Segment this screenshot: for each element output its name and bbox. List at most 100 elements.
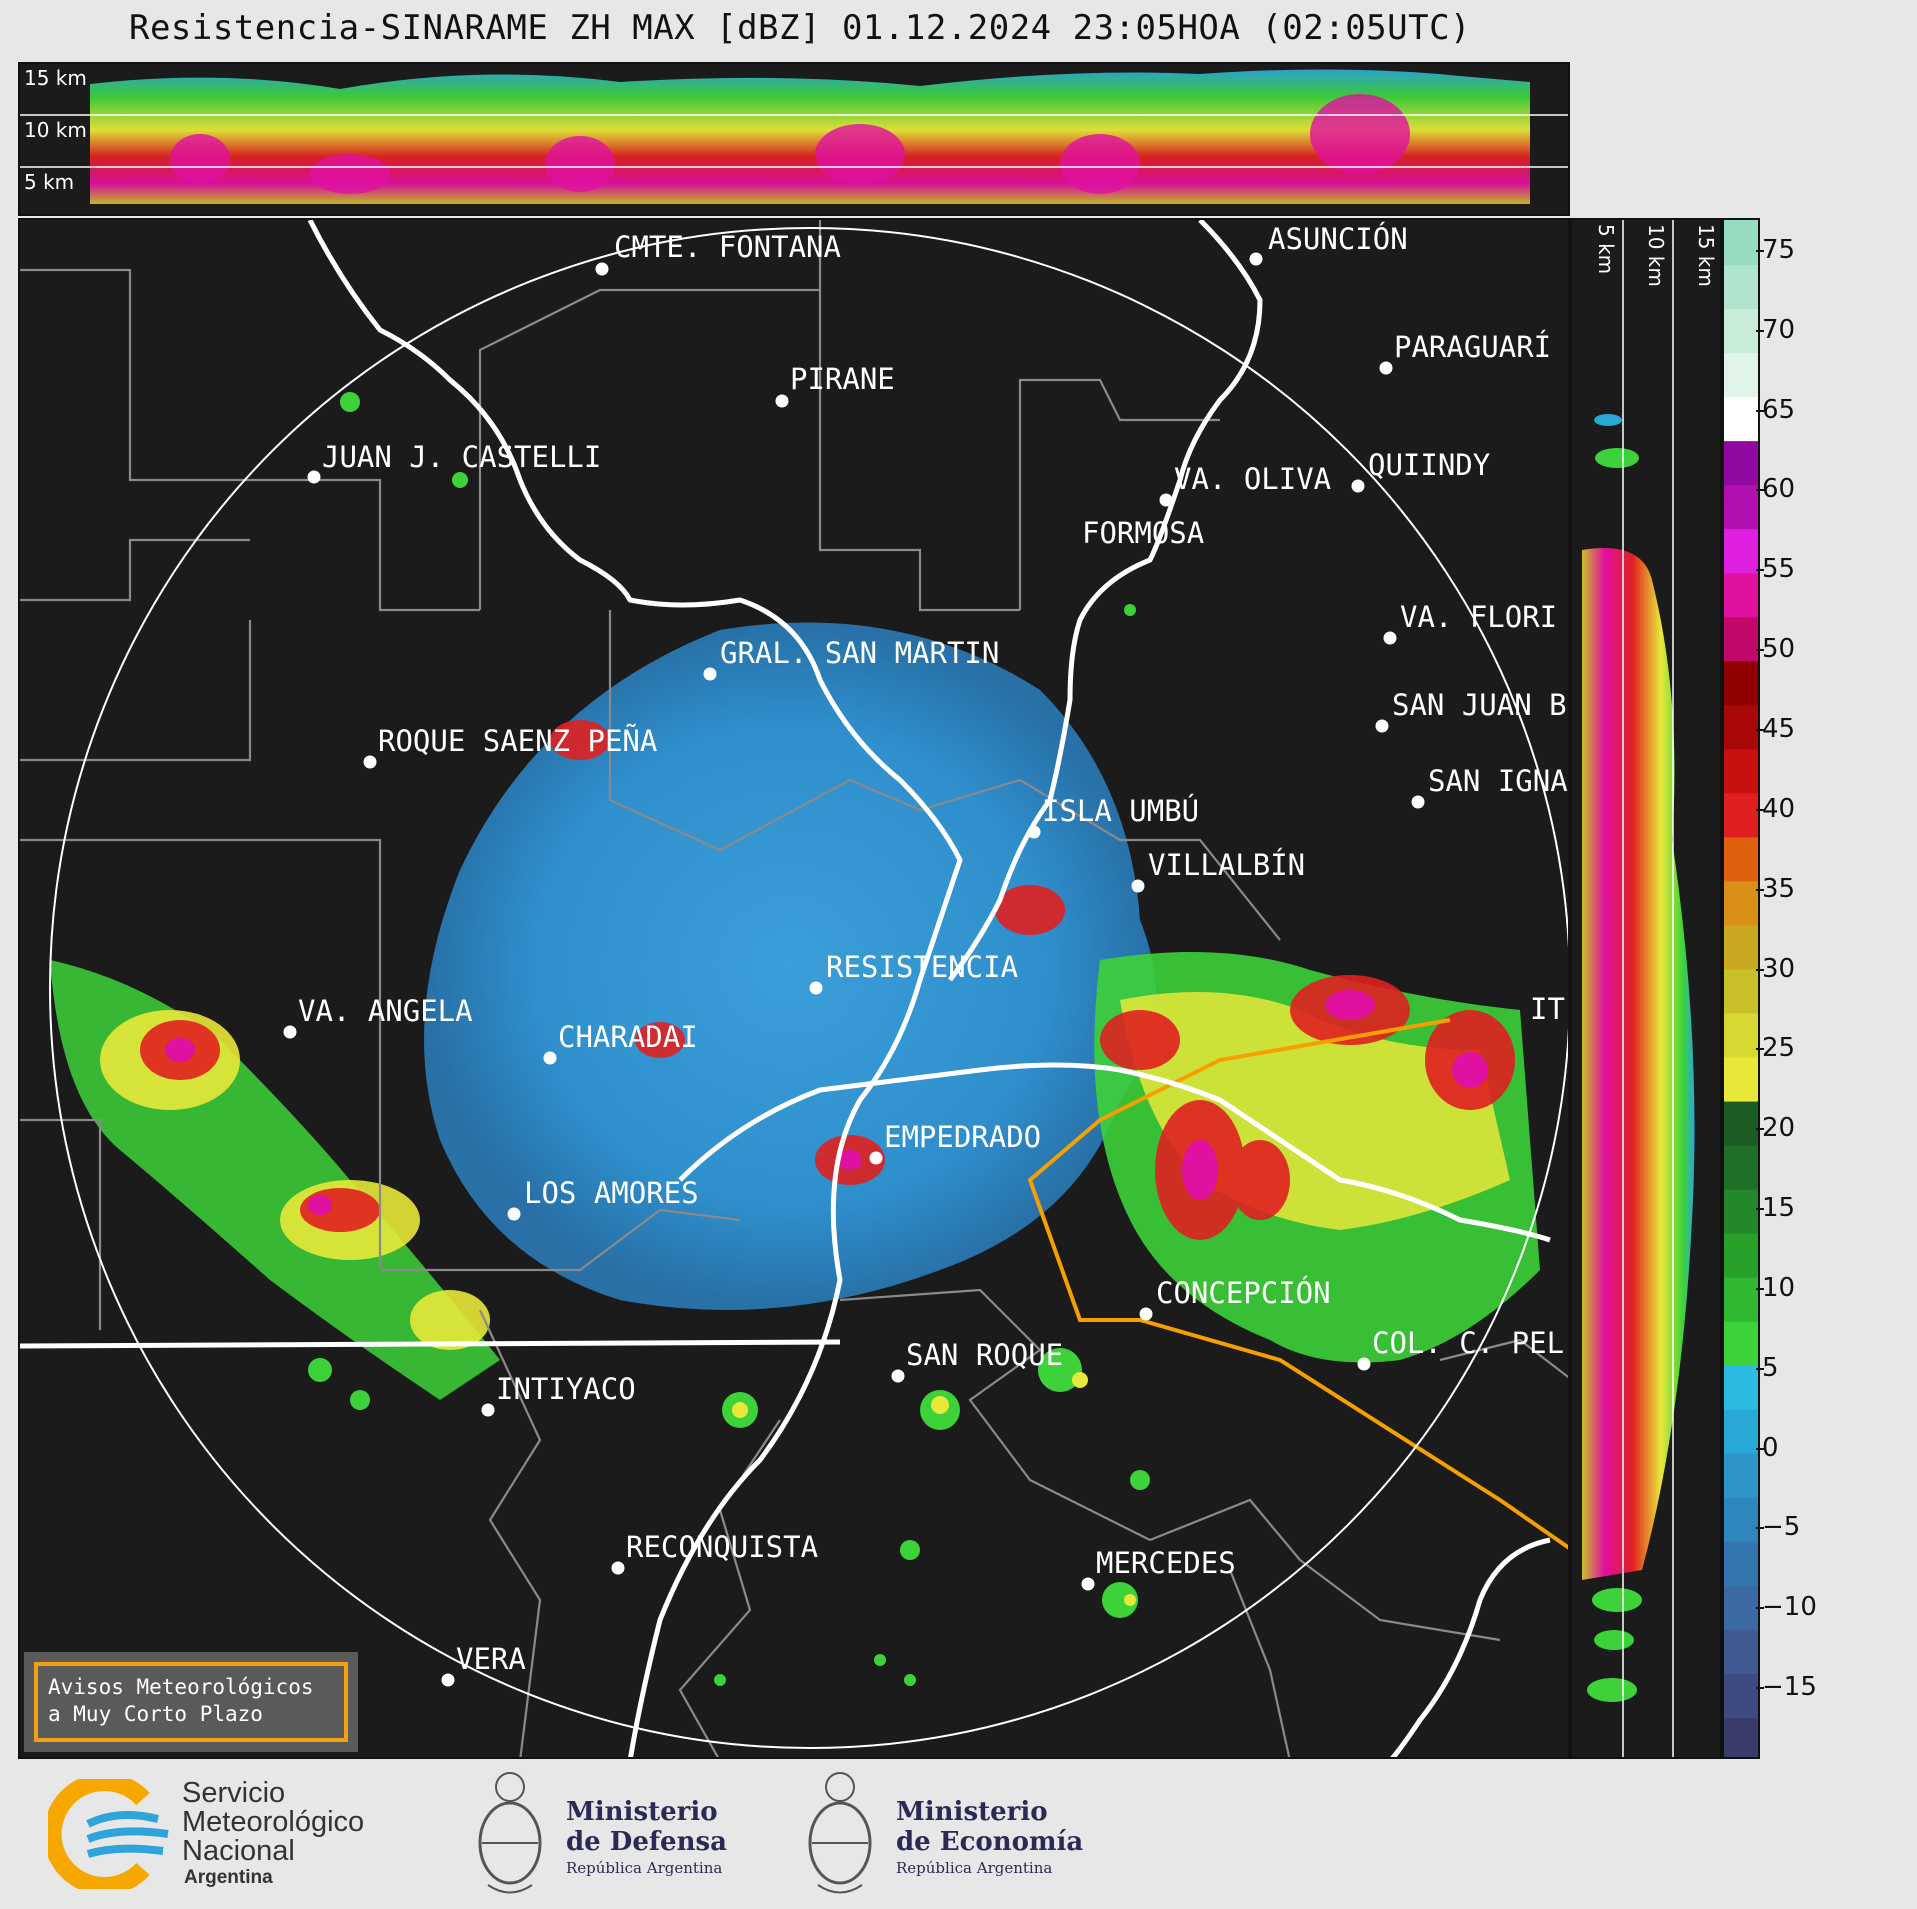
coat-of-arms-icon bbox=[478, 1772, 542, 1894]
colorbar-step bbox=[1724, 1540, 1758, 1586]
city-label-pirane: PIRANE bbox=[790, 362, 895, 396]
colorbar-step bbox=[1724, 220, 1758, 266]
colorbar-tick-label: −10 bbox=[1756, 1592, 1817, 1623]
colorbar-tick-label: 30 bbox=[1755, 953, 1796, 984]
parana-paraguay-river bbox=[307, 220, 963, 1757]
colorbar-tick-label: 60 bbox=[1755, 474, 1796, 505]
city-label-isla-umbu: ISLA UMBÚ bbox=[1042, 794, 1200, 828]
city-label-quiindy: QUIINDY bbox=[1368, 448, 1491, 482]
colorbar-tick-label: 10 bbox=[1755, 1272, 1796, 1303]
colorbar-step bbox=[1724, 1276, 1758, 1322]
colorbar-tick-label: 5 bbox=[1756, 1352, 1779, 1383]
top-cross-section-graphic bbox=[20, 69, 1568, 204]
city-label-gral-san-martin: GRAL. SAN MARTIN bbox=[720, 636, 1000, 670]
city-dot bbox=[481, 1403, 495, 1417]
colorbar-step bbox=[1724, 1364, 1758, 1410]
city-dot bbox=[1131, 879, 1145, 893]
city-label-va-angela: VA. ANGELA bbox=[298, 994, 473, 1028]
city-dot bbox=[507, 1207, 521, 1221]
colorbar-step bbox=[1724, 792, 1758, 838]
city-dot bbox=[1379, 361, 1393, 375]
city-dot bbox=[1139, 1307, 1153, 1321]
colorbar-step bbox=[1724, 1716, 1758, 1757]
colorbar-tick-label: 50 bbox=[1755, 634, 1796, 665]
colorbar-step bbox=[1724, 1188, 1758, 1234]
city-label-cmte-fontana: CMTE. FONTANA bbox=[614, 230, 841, 264]
city-label-empedrado: EMPEDRADO bbox=[884, 1120, 1042, 1154]
colorbar-step bbox=[1724, 1628, 1758, 1674]
city-label-va-flori: VA. FLORI bbox=[1400, 600, 1558, 634]
avisos-line-2: a Muy Corto Plazo bbox=[48, 1702, 263, 1726]
colorbar-step bbox=[1724, 704, 1758, 750]
smn-line-2: Meteorológico bbox=[182, 1806, 365, 1838]
colorbar-step bbox=[1724, 748, 1758, 794]
city-label-roque-saenz-pena: ROQUE SAENZ PEÑA bbox=[378, 724, 658, 758]
city-label-concepcion: CONCEPCIÓN bbox=[1156, 1276, 1331, 1310]
city-dot bbox=[595, 262, 609, 276]
city-label-va-oliva: VA. OLIVA bbox=[1174, 462, 1332, 496]
city-dot bbox=[543, 1051, 557, 1065]
city-dot bbox=[1027, 825, 1041, 839]
colorbar-step bbox=[1724, 440, 1758, 486]
colorbar-tick-label: 25 bbox=[1755, 1033, 1796, 1064]
colorbar-step bbox=[1724, 1452, 1758, 1498]
colorbar-tick-label: −15 bbox=[1756, 1672, 1817, 1703]
colorbar-step bbox=[1724, 1100, 1758, 1146]
avisos-line-1: Avisos Meteorológicos bbox=[48, 1675, 314, 1699]
right-cross-section-graphic bbox=[1582, 220, 1695, 1757]
colorbar-step bbox=[1724, 968, 1758, 1014]
colorbar-step bbox=[1724, 1232, 1758, 1278]
city-dot bbox=[891, 1369, 905, 1383]
city-label-san-igna: SAN IGNA bbox=[1428, 764, 1568, 798]
colorbar-step bbox=[1724, 1012, 1758, 1058]
city-dot bbox=[307, 470, 321, 484]
city-label-formosa: FORMOSA bbox=[1082, 516, 1205, 550]
right-cross-section: 5 km 10 km 15 km bbox=[1570, 218, 1722, 1759]
smn-line-3: Nacional bbox=[182, 1835, 295, 1867]
colorbar-step bbox=[1724, 1584, 1758, 1630]
economia-line-1: Ministerio bbox=[896, 1797, 1048, 1827]
chart-title: Resistencia-SINARAME ZH MAX [dBZ] 01.12.… bbox=[128, 8, 1472, 48]
right-alt-label-5: 5 km bbox=[1594, 224, 1618, 275]
city-dot bbox=[869, 1151, 883, 1165]
city-label-intiyaco: INTIYACO bbox=[496, 1372, 636, 1406]
top-alt-label-10: 10 km bbox=[24, 118, 87, 142]
colorbar-step bbox=[1724, 264, 1758, 310]
colorbar-step bbox=[1724, 484, 1758, 530]
avisos-box[interactable]: Avisos Meteorológicos a Muy Corto Plazo bbox=[24, 1652, 358, 1752]
colorbar-step bbox=[1724, 572, 1758, 618]
colorbar-step bbox=[1724, 1144, 1758, 1190]
colorbar-tick-label: 15 bbox=[1755, 1193, 1796, 1224]
city-label-col-c-pel: COL. C. PEL bbox=[1372, 1326, 1565, 1360]
colorbar-step bbox=[1724, 308, 1758, 354]
orange-border bbox=[1027, 1018, 1568, 1550]
smn-line-4: Argentina bbox=[184, 1867, 273, 1888]
city-dot bbox=[611, 1561, 625, 1575]
colorbar-step bbox=[1724, 1496, 1758, 1542]
city-dot bbox=[809, 981, 823, 995]
defensa-line-3: República Argentina bbox=[566, 1859, 723, 1877]
city-dot bbox=[1249, 252, 1263, 266]
city-label-los-amores: LOS AMORES bbox=[524, 1176, 699, 1210]
right-alt-label-15: 15 km bbox=[1694, 224, 1718, 287]
defensa-line-1: Ministerio bbox=[566, 1797, 718, 1827]
colorbar bbox=[1722, 218, 1760, 1759]
colorbar-step bbox=[1724, 528, 1758, 574]
footer: Servicio Meteorológico Nacional Argentin… bbox=[0, 1759, 1917, 1909]
colorbar-tick-label: 45 bbox=[1755, 714, 1796, 744]
city-label-reconquista: RECONQUISTA bbox=[626, 1530, 819, 1564]
city-label-resistencia: RESISTENCIA bbox=[826, 950, 1019, 984]
colorbar-step bbox=[1724, 616, 1758, 662]
city-label-san-roque: SAN ROQUE bbox=[906, 1338, 1064, 1372]
colorbar-step bbox=[1724, 880, 1758, 926]
colorbar-graphic bbox=[1724, 220, 1758, 1757]
city-label-san-juan-b: SAN JUAN B bbox=[1392, 688, 1567, 722]
city-label-paraguari: PARAGUARÍ bbox=[1394, 330, 1552, 364]
colorbar-tick-label: 70 bbox=[1755, 314, 1796, 345]
city-dot bbox=[283, 1025, 297, 1039]
colorbar-tick-label: −5 bbox=[1755, 1512, 1801, 1543]
city-label-juan-j-castelli: JUAN J. CASTELLI bbox=[322, 440, 602, 474]
top-alt-label-15: 15 km bbox=[24, 66, 87, 90]
city-label-charadai: CHARADAI bbox=[558, 1020, 698, 1054]
colorbar-tick-label: 40 bbox=[1755, 793, 1796, 824]
